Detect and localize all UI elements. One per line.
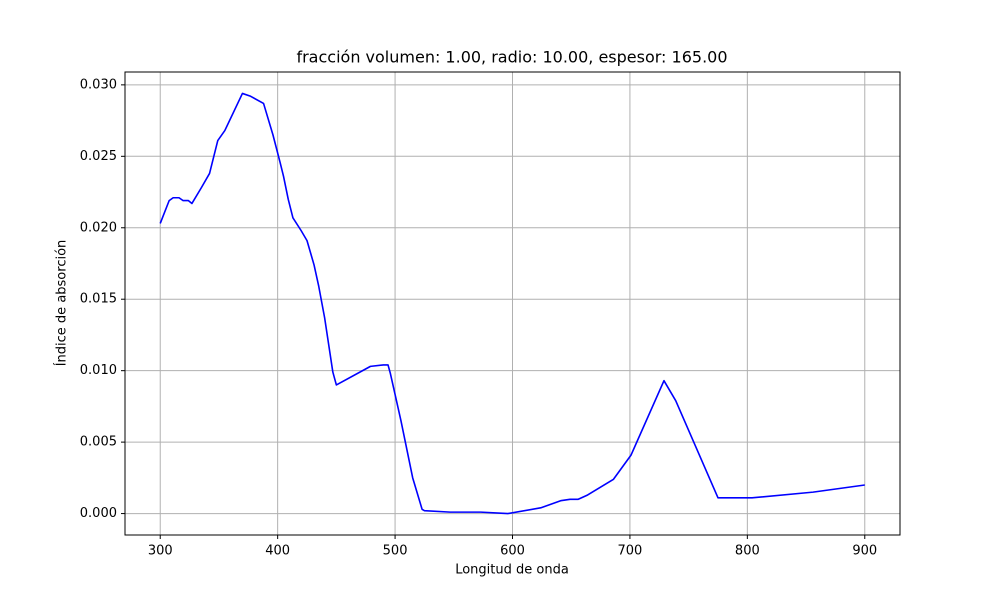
x-tick-label: 900 <box>852 544 877 559</box>
y-tick-label: 0.005 <box>80 435 117 450</box>
y-tick-label: 0.015 <box>80 292 117 307</box>
y-tick-label: 0.025 <box>80 149 117 164</box>
line-series <box>159 92 865 515</box>
x-tick-label: 600 <box>500 544 525 559</box>
y-tick-label: 0.030 <box>80 77 117 92</box>
y-tick-label: 0.010 <box>80 363 117 378</box>
x-axis-label: Longitud de onda <box>455 563 569 578</box>
y-tick-label: 0.000 <box>80 506 117 521</box>
plot-frame <box>124 71 901 536</box>
x-tick-label: 800 <box>735 544 760 559</box>
x-tick-label: 300 <box>148 544 173 559</box>
x-tick-label: 500 <box>383 544 408 559</box>
y-tick-label: 0.020 <box>80 220 117 235</box>
x-tick-label: 700 <box>618 544 643 559</box>
x-tick-label: 400 <box>265 544 290 559</box>
y-axis-label: Índice de absorción <box>54 240 70 367</box>
chart-title: fracción volumen: 1.00, radio: 10.00, es… <box>296 48 727 67</box>
